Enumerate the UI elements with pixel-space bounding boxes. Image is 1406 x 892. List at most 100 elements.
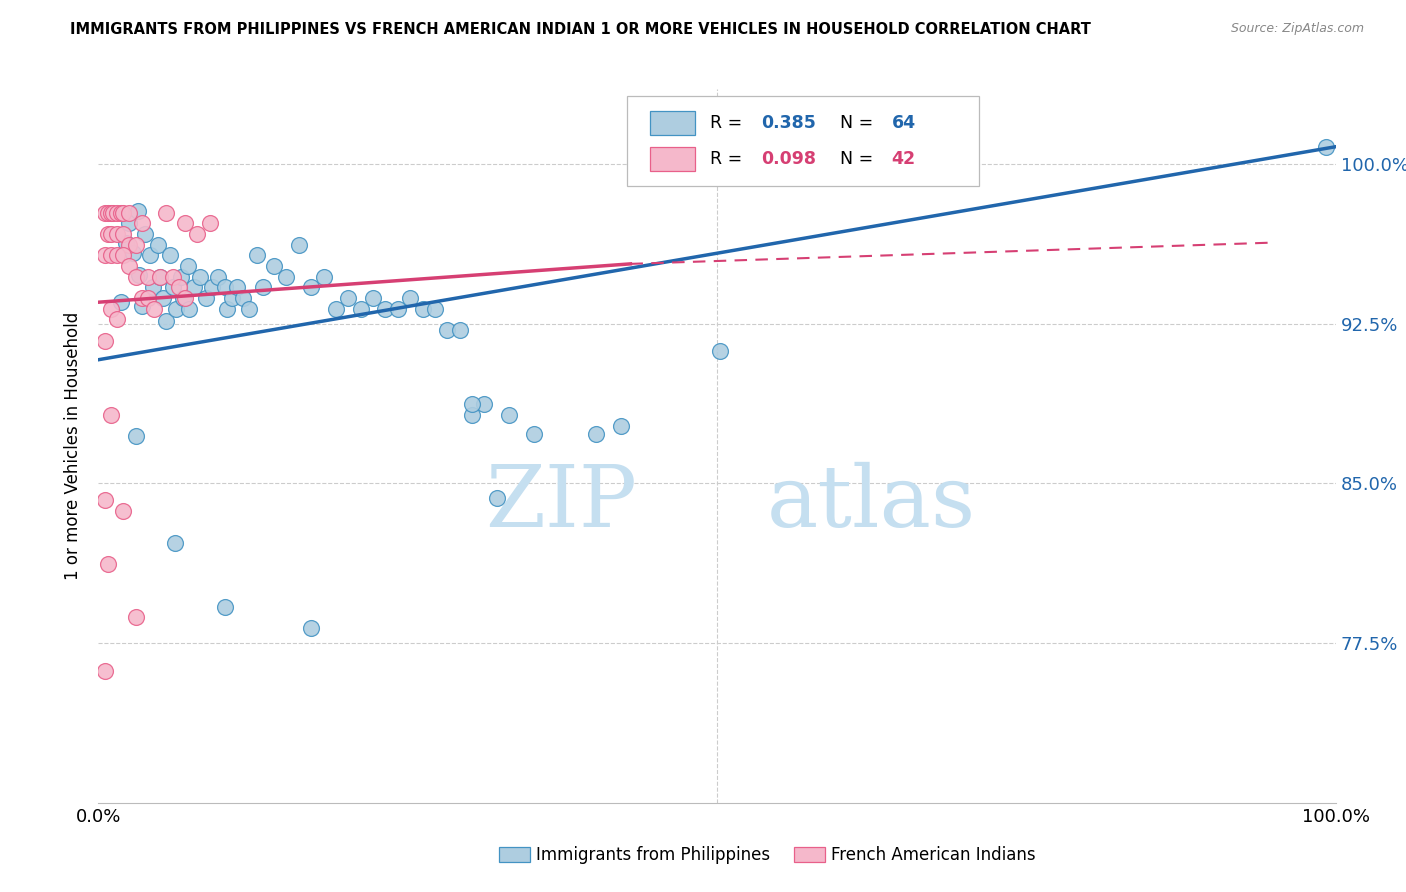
Text: 64: 64: [891, 114, 915, 132]
Text: N =: N =: [839, 150, 879, 168]
Text: 42: 42: [891, 150, 915, 168]
Point: [188, 269, 211, 284]
Point: [152, 291, 174, 305]
Point: [159, 248, 181, 262]
Point: [100, 408, 122, 422]
Bar: [650, 111, 695, 135]
Point: [112, 504, 135, 518]
Point: [105, 206, 128, 220]
Point: [165, 301, 187, 316]
Point: [103, 206, 125, 220]
Point: [412, 301, 434, 316]
Point: [174, 216, 197, 230]
Point: [238, 301, 260, 316]
Point: [131, 291, 153, 305]
Text: ZIP: ZIP: [485, 461, 637, 545]
Point: [312, 269, 335, 284]
Point: [131, 300, 153, 314]
FancyBboxPatch shape: [627, 96, 980, 186]
Point: [423, 301, 446, 316]
Point: [143, 301, 166, 316]
Point: [709, 344, 731, 359]
Point: [299, 621, 322, 635]
Point: [162, 280, 184, 294]
Text: Source: ZipAtlas.com: Source: ZipAtlas.com: [1230, 22, 1364, 36]
Point: [523, 427, 546, 442]
Point: [100, 301, 122, 316]
Point: [146, 237, 169, 252]
Point: [124, 269, 146, 284]
Point: [176, 259, 198, 273]
Point: [263, 259, 285, 273]
Text: atlas: atlas: [766, 461, 976, 545]
Point: [155, 206, 177, 220]
Point: [127, 203, 149, 218]
Point: [276, 269, 298, 284]
Point: [112, 206, 135, 220]
Point: [167, 280, 190, 294]
Point: [217, 301, 239, 316]
Point: [214, 599, 236, 614]
Point: [100, 248, 122, 262]
Point: [93, 248, 115, 262]
Point: [105, 312, 128, 326]
Point: [1315, 139, 1337, 153]
Point: [436, 323, 458, 337]
Point: [172, 291, 194, 305]
Point: [449, 323, 471, 337]
Point: [136, 291, 159, 305]
Point: [361, 291, 384, 305]
Text: R =: R =: [710, 150, 748, 168]
Text: 0.385: 0.385: [762, 114, 817, 132]
Point: [609, 418, 631, 433]
Point: [122, 246, 145, 260]
Point: [112, 248, 135, 262]
Point: [177, 301, 200, 316]
Point: [174, 291, 197, 305]
Point: [93, 334, 115, 348]
Point: [232, 291, 254, 305]
Point: [461, 397, 484, 411]
Point: [124, 610, 146, 624]
Point: [139, 248, 162, 262]
Point: [105, 248, 128, 262]
Text: French American Indians: French American Indians: [831, 846, 1036, 863]
Point: [207, 269, 229, 284]
Point: [128, 268, 150, 282]
Bar: [650, 147, 695, 171]
Text: 0.098: 0.098: [762, 150, 817, 168]
Point: [387, 301, 409, 316]
Point: [183, 280, 205, 294]
Point: [136, 269, 159, 284]
Point: [100, 227, 122, 241]
Point: [201, 280, 224, 294]
Point: [186, 227, 208, 241]
Point: [325, 301, 347, 316]
Point: [485, 491, 508, 506]
Point: [226, 280, 249, 294]
Point: [118, 216, 141, 230]
Point: [97, 558, 120, 572]
Text: N =: N =: [839, 114, 879, 132]
Point: [110, 295, 132, 310]
Point: [100, 206, 122, 220]
Point: [195, 291, 218, 305]
Point: [142, 280, 165, 294]
Point: [498, 408, 520, 422]
Y-axis label: 1 or more Vehicles in Household: 1 or more Vehicles in Household: [65, 312, 83, 580]
Point: [149, 269, 172, 284]
Point: [118, 259, 141, 273]
Point: [585, 427, 607, 442]
Point: [110, 206, 132, 220]
Point: [337, 291, 360, 305]
Text: IMMIGRANTS FROM PHILIPPINES VS FRENCH AMERICAN INDIAN 1 OR MORE VEHICLES IN HOUS: IMMIGRANTS FROM PHILIPPINES VS FRENCH AM…: [70, 22, 1091, 37]
Text: Immigrants from Philippines: Immigrants from Philippines: [536, 846, 770, 863]
Point: [149, 269, 172, 284]
Point: [112, 227, 135, 241]
Point: [288, 237, 311, 252]
Point: [162, 269, 184, 284]
Point: [93, 206, 115, 220]
Point: [214, 280, 236, 294]
Point: [124, 237, 146, 252]
Point: [134, 227, 156, 241]
